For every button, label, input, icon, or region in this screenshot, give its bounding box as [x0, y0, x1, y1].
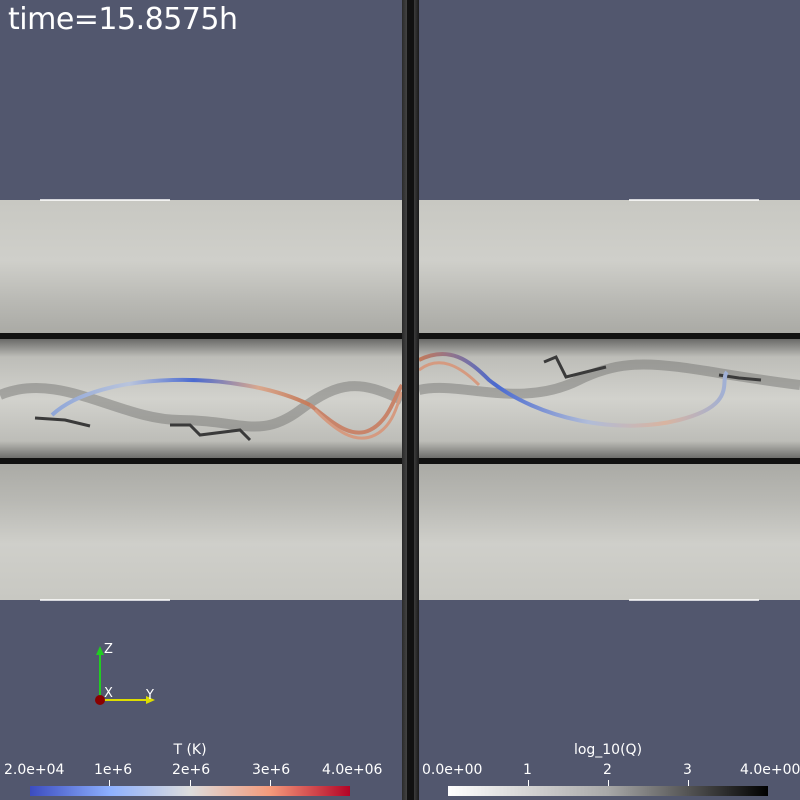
magnetic-loop: [419, 351, 729, 428]
heating-colorbar: [448, 786, 768, 796]
current-sheet: [419, 339, 800, 459]
current-sheet: [0, 339, 402, 459]
temperature-tick: 3e+6: [252, 762, 291, 778]
temperature-tick: 2.0e+04: [4, 762, 65, 778]
magnetic-loop: [50, 377, 311, 417]
left-render-canvas: [0, 199, 402, 705]
right-render-view[interactable]: [419, 0, 800, 800]
lower-boundary: [0, 458, 402, 464]
heating-tick: 1: [523, 762, 532, 778]
heating-tick: 2: [603, 762, 612, 778]
view-splitter[interactable]: [402, 0, 419, 800]
upper-boundary: [419, 333, 800, 339]
heating-colorbar-title: log_10(Q): [573, 742, 643, 758]
upper-slab: [0, 200, 402, 335]
temperature-tick: 2e+6: [172, 762, 211, 778]
left-render-view[interactable]: Z X Y: [0, 0, 402, 800]
temperature-colorbar: [30, 786, 350, 796]
y-axis-label: Y: [146, 688, 154, 703]
upper-slab: [419, 200, 800, 335]
upper-boundary: [0, 333, 402, 339]
lower-slab: [0, 460, 402, 600]
heating-tick: 4.0e+00: [740, 762, 800, 778]
temperature-tick: 1e+6: [94, 762, 133, 778]
x-axis: [95, 695, 105, 705]
temperature-tick: 4.0e+06: [322, 762, 383, 778]
temperature-colorbar-title: T (K): [173, 742, 207, 758]
heating-tick: 3: [683, 762, 692, 778]
time-label: time=15.8575h: [8, 2, 238, 37]
z-axis-label: Z: [104, 642, 113, 657]
lower-slab: [419, 460, 800, 600]
lower-boundary: [419, 458, 800, 464]
right-render-canvas: [419, 199, 800, 601]
heating-tick: 0.0e+00: [422, 762, 483, 778]
x-axis-label: X: [104, 686, 113, 701]
